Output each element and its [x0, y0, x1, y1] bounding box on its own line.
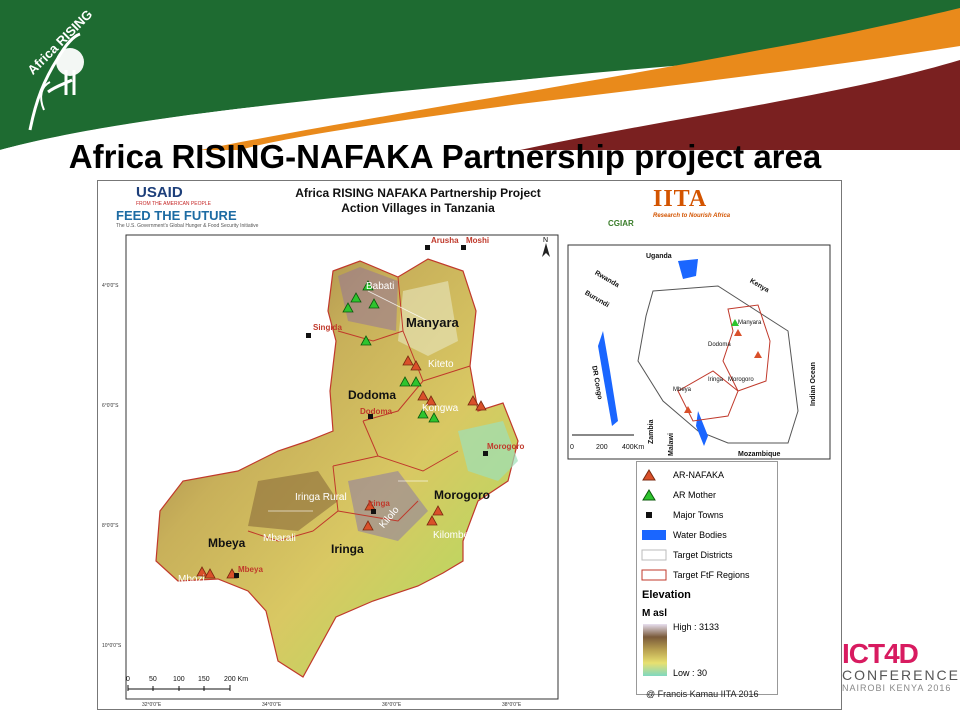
lat-label: 8°0'0"S	[102, 523, 119, 529]
svg-text:N: N	[543, 237, 548, 244]
conference-place: NAIROBI KENYA 2016	[842, 683, 952, 693]
slide-title: Africa RISING-NAFAKA Partnership project…	[68, 138, 822, 175]
region-label: Mbeya	[208, 536, 246, 550]
legend-item: Major Towns	[673, 510, 724, 520]
town-label: Mbeya	[238, 565, 263, 574]
svg-text:200: 200	[596, 444, 608, 451]
svg-text:200 Km: 200 Km	[224, 676, 248, 683]
scale-bar: 0 50 100 150 200 Km	[126, 676, 248, 691]
town-label: Singida	[313, 323, 342, 332]
legend-item: AR Mother	[673, 490, 716, 500]
north-arrow-icon: N	[542, 237, 550, 257]
ar-mother-sites	[342, 280, 440, 423]
map-figure: USAID FROM THE AMERICAN PEOPLE FEED THE F…	[97, 180, 842, 710]
ar-nafaka-sites	[196, 355, 487, 579]
conference-label: CONFERENCE	[842, 667, 960, 683]
svg-text:50: 50	[149, 676, 157, 683]
elevation-high: High : 3133	[673, 622, 719, 632]
lon-label: 36°0'0"E	[382, 702, 402, 708]
inset-place-label: Iringa	[708, 377, 724, 383]
district-label: Kilombero	[433, 530, 478, 541]
town-label: Dodoma	[360, 407, 393, 416]
lat-label: 4°0'0"S	[102, 283, 119, 289]
lat-label: 6°0'0"S	[102, 403, 119, 409]
major-towns	[234, 245, 488, 578]
svg-text:100: 100	[173, 676, 185, 683]
lon-label: 32°0'0"E	[142, 702, 162, 708]
district-label: Kongwa	[422, 403, 459, 414]
inset-place-label: Mbeya	[673, 387, 692, 393]
inset-place-label: Dodoma	[708, 342, 731, 348]
town-label: Iringa	[368, 499, 390, 508]
legend-item: Target FtF Regions	[673, 570, 750, 580]
lat-label: 10°0'0"S	[102, 643, 122, 649]
usaid-logo: USAID FROM THE AMERICAN PEOPLE	[136, 184, 211, 207]
inset-country-label: Zambia	[648, 419, 655, 444]
map-credit: @ Francis Kamau IITA 2016	[646, 689, 759, 699]
inset-country-label: Uganda	[646, 253, 672, 260]
inset-country-label: Mozambique	[738, 451, 780, 458]
cgiar-logo: CGIAR	[608, 219, 634, 228]
map-title-line2: Action Villages in Tanzania	[341, 201, 495, 215]
svg-text:150: 150	[198, 676, 210, 683]
elevation-title: Elevation	[642, 589, 691, 601]
svg-text:0: 0	[570, 444, 574, 451]
lon-label: 34°0'0"E	[262, 702, 282, 708]
region-label: Manyara	[406, 315, 460, 330]
map-legend: AR-NAFAKA AR Mother Major Towns Water Bo…	[636, 461, 778, 695]
inset-country-label: Indian Ocean	[810, 362, 817, 406]
district-label: Mbarali	[263, 533, 296, 544]
legend-item: Target Districts	[673, 550, 733, 560]
main-map: Manyara Dodoma Morogoro Iringa Mbeya Bab…	[102, 234, 831, 708]
feed-the-future-logo: FEED THE FUTURE The U.S. Government's Glo…	[116, 208, 259, 229]
svg-text:400Km: 400Km	[622, 444, 644, 451]
town-label: Morogoro	[487, 442, 524, 451]
town-label: Arusha	[431, 236, 459, 245]
district-label: Iringa Rural	[295, 492, 347, 503]
svg-text:0: 0	[126, 676, 130, 683]
map-title-line1: Africa RISING NAFAKA Partnership Project	[295, 186, 541, 200]
region-label: Iringa	[331, 542, 364, 556]
district-label: Mbozi	[178, 574, 205, 585]
district-label: Kiteto	[428, 359, 454, 370]
elevation-unit: M asl	[642, 608, 667, 619]
inset-place-label: Morogoro	[728, 377, 754, 383]
inset-country-label: Malawi	[668, 433, 675, 456]
elevation-low: Low : 30	[673, 668, 707, 678]
inset-map: Uganda Rwanda Burundi Kenya DR Congo Zam…	[567, 244, 831, 460]
ict4d-wordmark: ICT4D	[842, 638, 919, 669]
district-label: Babati	[366, 281, 394, 292]
map-title: Africa RISING NAFAKA Partnership Project…	[248, 186, 588, 216]
header-banner: Africa RISING	[0, 0, 960, 150]
lon-label: 38°0'0"E	[502, 702, 522, 708]
inset-place-label: Manyara	[738, 320, 762, 326]
ict4d-conference-logo: ICT4D CONFERENCE NAIROBI KENYA 2016	[842, 640, 960, 720]
study-area	[155, 258, 519, 678]
region-label: Morogoro	[434, 488, 490, 502]
legend-item: AR-NAFAKA	[673, 470, 724, 480]
town-label: Moshi	[466, 236, 489, 245]
region-label: Dodoma	[348, 388, 396, 402]
iita-logo: IITA Research to Nourish Africa	[653, 186, 731, 219]
legend-item: Water Bodies	[673, 530, 727, 540]
